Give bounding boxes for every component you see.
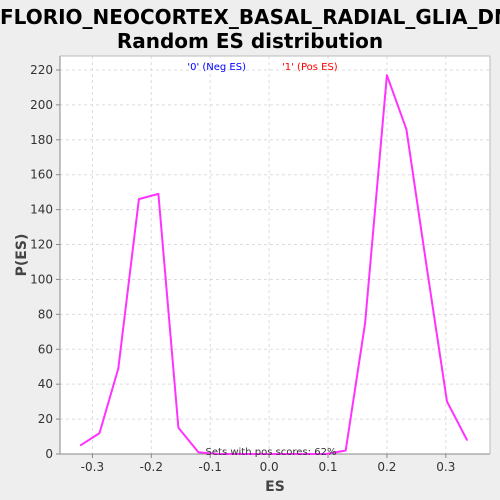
data-point (157, 193, 160, 195)
grid (60, 56, 490, 455)
data-point (325, 453, 328, 455)
x-tick-label: -0.1 (198, 460, 221, 474)
data-point (98, 432, 101, 434)
data-point (79, 444, 82, 447)
data-point (315, 453, 318, 455)
y-axis-title: P(ES) (14, 234, 30, 277)
data-point (177, 427, 180, 429)
data-point (275, 453, 278, 455)
x-tick-label: 0.2 (377, 460, 396, 474)
data-point (364, 322, 366, 324)
y-tick-label: 220 (30, 63, 53, 77)
x-axis-title: ES (265, 479, 285, 495)
data-point (295, 453, 298, 455)
x-tick-label: -0.2 (140, 460, 163, 474)
data-point (236, 453, 239, 455)
ticks: 0 20 40 60 80 100 120 140 160 180 200 220 -0.3 -0.2 -0… (30, 63, 455, 474)
data-point (138, 198, 140, 200)
y-tick-label: 20 (38, 412, 53, 426)
x-tick-label: 0.0 (260, 460, 279, 474)
y-tick-label: 200 (30, 98, 53, 112)
x-tick-label: -0.3 (81, 460, 104, 474)
y-tick-label: 40 (38, 377, 53, 391)
data-point (405, 128, 408, 131)
pos-scores-annotation: Sets with pos scores: 62% (206, 447, 337, 458)
y-tick-label: 100 (30, 272, 53, 286)
chart-title-line2: Random ES distribution (116, 29, 384, 53)
y-tick-label: 160 (30, 168, 53, 182)
data-point (446, 400, 448, 403)
data-point (466, 439, 468, 441)
data-point (426, 268, 428, 270)
x-tick-label: 0.1 (318, 460, 337, 474)
data-point (386, 74, 388, 77)
y-tick-label: 120 (30, 238, 53, 252)
y-tick-label: 60 (38, 342, 53, 356)
y-tick-label: 0 (45, 447, 53, 461)
data-point (217, 453, 219, 455)
y-tick-label: 140 (30, 203, 53, 217)
series-group (79, 74, 468, 455)
data-point (197, 451, 200, 454)
data-point (256, 453, 259, 455)
y-tick-label: 80 (38, 307, 53, 321)
y-tick-label: 180 (30, 133, 53, 147)
chart-title-line1: FLORIO_NEOCORTEX_BASAL_RADIAL_GLIA_DN: (0, 5, 500, 29)
legend-pos-es: '1' (Pos ES) (282, 62, 338, 73)
legend-neg-es: '0' (Neg ES) (187, 62, 246, 73)
data-point (117, 367, 120, 370)
data-point (344, 449, 347, 452)
x-tick-label: 0.3 (436, 460, 455, 474)
